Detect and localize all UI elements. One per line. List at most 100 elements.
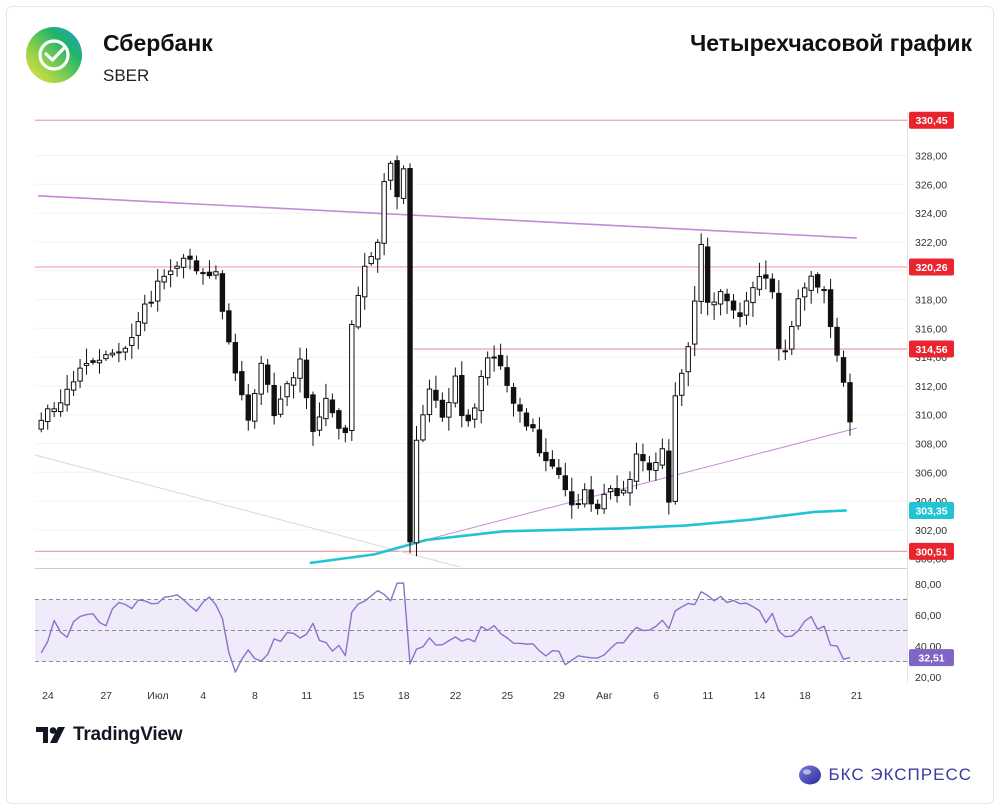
candle-body-down [782,350,788,353]
candle-body-down [814,274,821,288]
candle [277,385,284,418]
candle-body-up [362,265,368,298]
tradingview-logo-icon [36,727,65,743]
rsi-value-tag-text: 32,51 [918,653,944,665]
candle [219,270,226,320]
candle [174,261,180,277]
candle [465,409,471,427]
candle-body-up [355,294,361,328]
candle-body-up [290,377,297,386]
candle [549,450,556,470]
candle [290,371,297,399]
candle [504,355,510,393]
tradingview-label: TradingView [73,724,183,745]
candle [45,404,51,430]
candle-body-up [135,321,141,336]
candle [349,320,355,442]
candle [103,350,109,361]
candle [109,348,116,358]
candle-body-down [193,260,200,272]
level-price-tag: 320,26 [909,258,954,276]
candle-body-down [407,168,413,543]
rsi-line [40,582,851,673]
moving-average-line [309,509,847,565]
candle-body-up [420,414,426,441]
level-price-tag: 300,51 [909,542,954,560]
tradingview-logo: TradingView [36,724,183,746]
candle [83,348,90,375]
company-name: Сбербанк [103,30,213,56]
candle-body-up [323,397,329,420]
candle [374,239,381,273]
candle [704,237,711,316]
candle [646,455,653,482]
candle-body-down [834,326,840,356]
candle-body-up [368,256,374,265]
candle [381,173,387,256]
candle [239,360,245,401]
candle-body-up [672,395,678,502]
x-tick-label: Авг [596,690,613,702]
candle [70,371,77,396]
candle [620,480,627,496]
candle [323,383,329,427]
y-tick-label: 326,00 [915,179,947,191]
candle [530,418,536,433]
candle [167,259,174,288]
candle [801,282,808,311]
candle [789,320,795,356]
candle-body-up [446,402,452,418]
candle-body-up [575,503,581,506]
candle-body-down [510,387,517,404]
candle [154,269,161,312]
candle [685,342,691,387]
candle [594,499,601,515]
candle-body-down [730,300,737,311]
candle-body-up [109,352,116,356]
candle-body-up [801,287,808,298]
candle-body-down [439,399,446,418]
candle [795,289,801,330]
candle-body-up [213,271,219,276]
candle-body-up [387,162,394,181]
candle [808,270,814,304]
candle-body-up [607,488,614,493]
candle [64,375,70,412]
y-tick-label: 324,00 [915,208,947,220]
rsi-y-tick-label: 80,00 [915,579,941,591]
candle [588,476,594,512]
candle [148,290,154,308]
candle-body-up [200,272,206,275]
candle-body-down [536,429,543,454]
candle [717,288,724,316]
x-tick-label: 24 [42,690,54,702]
candle-body-up [374,241,381,260]
candle [472,403,478,428]
ma-price-tag: 303,35 [909,501,954,519]
candle-body-up [103,354,109,360]
candle-body-down [562,475,569,491]
y-tick-label: 322,00 [915,237,947,249]
candle [129,323,135,359]
candle [264,358,271,393]
candle-body-down [827,289,834,328]
candle-body-down [497,354,504,367]
candle-body-up [381,181,387,244]
candle [653,452,659,481]
candle-body-up [426,388,433,416]
level-price-tag: 330,45 [909,111,954,129]
candle [523,408,530,431]
candle [575,493,581,509]
candle-body-down [206,271,213,277]
candle-body-down [517,404,523,412]
candle-body-up [284,383,290,398]
candle [478,370,484,424]
candle-body-down [666,450,672,503]
candle-body-up [297,358,303,379]
candle-body-down [614,487,620,497]
candle [206,260,213,279]
candle [827,278,834,338]
x-tick-label: 8 [252,690,258,702]
x-tick-label: 25 [501,690,513,702]
candle-body-up [96,359,103,364]
